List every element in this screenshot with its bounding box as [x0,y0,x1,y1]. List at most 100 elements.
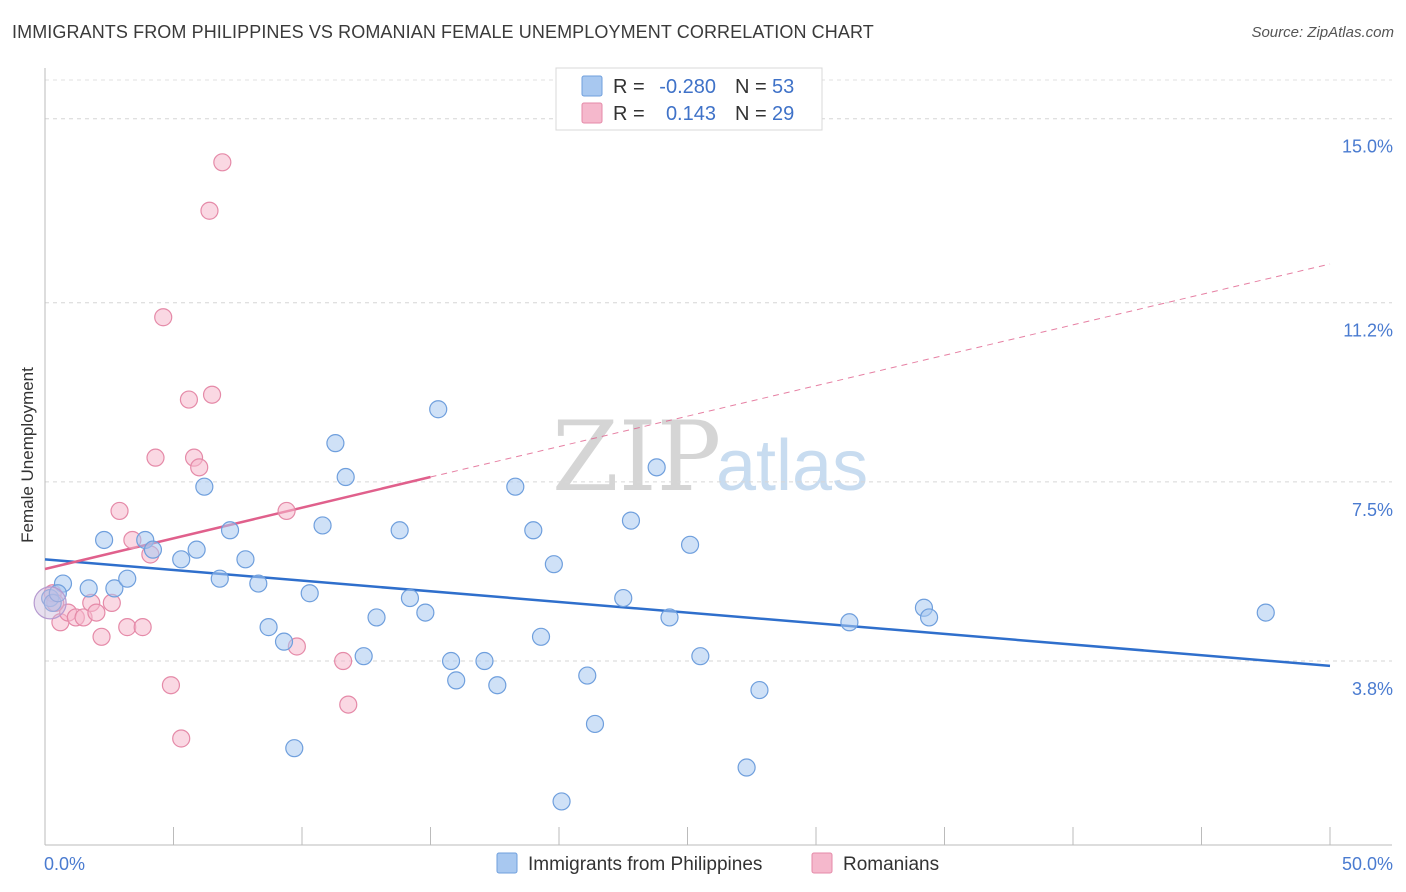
y-tick-label: 11.2% [1343,321,1393,341]
point-philippines [506,477,525,496]
series-legend-swatch-romanians [811,852,833,874]
point-romanians [277,501,296,521]
point-philippines [172,550,191,569]
point-philippines [274,632,294,651]
point-philippines [48,584,67,603]
point-philippines [195,477,214,496]
point-romanians [172,729,191,748]
point-romanians [179,390,199,409]
legend-r-label-2: R = [613,103,645,125]
axes: 3.8% 7.5% 11.2% 15.0% 0.0% 50.0% [44,68,1393,874]
point-philippines [840,613,859,632]
point-romanians [154,308,173,327]
point-romanians [190,458,209,477]
point-romanians [87,603,106,622]
y-tick-label: 7.5% [1352,500,1393,520]
point-philippines [552,792,571,811]
data-points [33,153,1275,811]
point-philippines [524,521,543,540]
chart-title: IMMIGRANTS FROM PHILIPPINES VS ROMANIAN … [12,22,874,42]
point-philippines [249,574,268,593]
point-philippines [336,467,355,487]
point-philippines [143,540,163,559]
point-philippines [236,550,255,569]
point-philippines [118,569,137,588]
point-philippines [259,618,278,637]
grid-lines [45,79,1392,662]
point-philippines [614,588,633,608]
series-legend-label-romanians: Romanians [843,854,939,875]
point-romanians [133,618,152,637]
point-romanians [146,448,165,467]
watermark-zip: ZIP [552,401,721,513]
point-cluster [33,586,67,620]
point-philippines [326,434,345,453]
point-philippines [313,516,332,535]
legend-r-label-1: R = [613,76,645,98]
point-romanians [339,695,358,714]
correlation-legend: R = -0.280 N = 53 R = 0.143 N = 29 [555,67,823,131]
point-romanians [213,153,232,172]
point-philippines [750,680,769,700]
series-legend-swatch-philippines [496,852,518,874]
x-tick-label: 50.0% [1342,854,1393,874]
point-romanians [334,651,353,671]
watermark-atlas: atlas [716,426,868,506]
point-romanians [200,201,219,220]
point-philippines [447,671,466,690]
point-philippines [220,521,240,540]
point-philippines [416,603,435,622]
point-philippines [488,676,507,695]
point-philippines [300,584,319,603]
trend-line-romanians [44,475,431,571]
point-philippines [187,540,206,559]
point-philippines [544,555,563,574]
y-tick-label: 15.0% [1342,137,1393,157]
point-philippines [400,588,420,608]
point-philippines [1256,603,1275,622]
series-legend: Immigrants from Philippines Romanians [496,852,939,875]
point-philippines [105,579,124,598]
point-philippines [531,627,551,646]
trend-line-philippines [44,558,1331,668]
y-tick-label: 3.8% [1352,679,1393,699]
legend-r-value-2: 0.143 [666,103,716,125]
point-philippines [367,608,386,627]
point-romanians [92,627,111,646]
point-philippines [429,400,448,419]
source-label: Source: ZipAtlas.com [1251,24,1394,41]
point-philippines [95,530,114,550]
x-tick-label: 0.0% [44,854,85,874]
legend-swatch-romanians [581,102,603,124]
point-philippines [475,651,494,671]
point-philippines [585,714,605,734]
point-philippines [441,651,461,671]
point-romanians [118,618,137,637]
point-philippines [680,535,700,554]
point-philippines [737,758,756,777]
point-philippines [210,569,229,588]
y-axis-label: Female Unemployment [18,367,37,543]
series-legend-label-philippines: Immigrants from Philippines [528,854,762,875]
legend-r-value-1: -0.280 [659,76,716,98]
point-romanians [110,501,129,521]
point-philippines [621,511,641,530]
trend-extension-romanians [430,263,1331,478]
legend-n-label-2: N = [735,103,767,125]
legend-n-label-1: N = [735,76,767,98]
point-romanians [202,385,222,404]
point-philippines [285,739,304,758]
point-philippines [354,647,373,666]
legend-n-value-2: 29 [772,103,794,125]
point-philippines [691,647,710,666]
point-philippines [647,458,666,477]
legend-swatch-philippines [581,75,603,97]
point-philippines [919,608,939,627]
point-philippines [578,666,597,685]
point-romanians [161,676,181,695]
point-philippines [79,579,98,598]
watermark: ZIP atlas [552,401,868,513]
point-philippines [660,608,679,627]
point-philippines [390,521,409,540]
